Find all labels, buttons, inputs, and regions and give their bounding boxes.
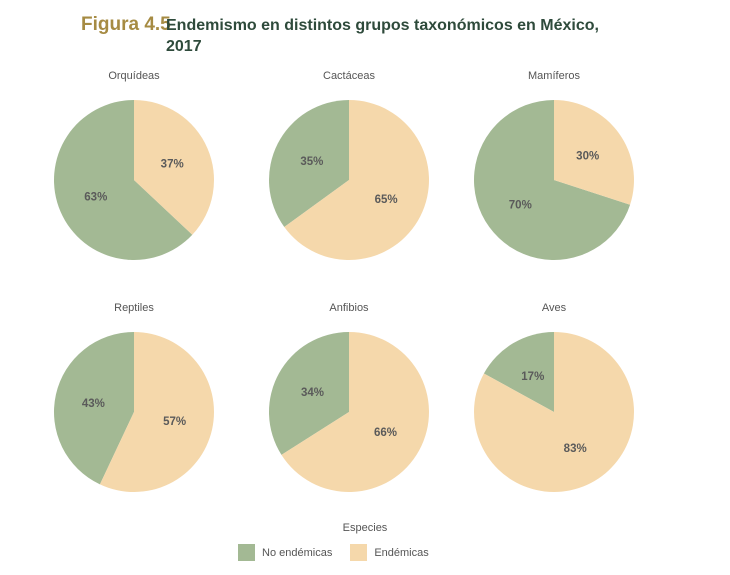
pie-title-anfibios: Anfibios xyxy=(329,302,369,314)
pie-label-reptiles-no-endemicas: 43% xyxy=(82,398,105,410)
pie-reptiles: Reptiles 43% 57% xyxy=(53,302,214,492)
pie-label-anfibios-endemicas: 66% xyxy=(374,427,397,439)
legend-label-endemicas: Endémicas xyxy=(374,546,429,559)
legend-item-no-endemicas: No endémicas xyxy=(238,544,332,561)
legend-item-endemicas: Endémicas xyxy=(350,544,429,561)
pie-orquideas: Orquídeas 63% 37% xyxy=(53,70,214,260)
pie-slice-cactaceas-endemicas xyxy=(284,100,430,260)
pie-slice-aves-no-endemicas xyxy=(483,332,554,412)
pie-label-cactaceas-no-endemicas: 35% xyxy=(300,156,323,168)
pie-slice-orquideas-no-endemicas xyxy=(53,100,193,260)
pie-title-reptiles: Reptiles xyxy=(114,302,154,314)
pie-label-aves-no-endemicas: 17% xyxy=(521,371,544,383)
pie-slice-aves-endemicas xyxy=(474,332,635,493)
pie-label-reptiles-endemicas: 57% xyxy=(163,416,186,428)
pie-label-orquideas-endemicas: 37% xyxy=(161,159,184,171)
pie-title-orquideas: Orquídeas xyxy=(108,70,160,82)
pie-slice-reptiles-endemicas xyxy=(99,332,214,492)
pie-slice-reptiles-no-endemicas xyxy=(53,331,135,485)
pie-anfibios: Anfibios 34% 66% xyxy=(268,302,429,492)
pie-cactaceas: Cactáceas 35% 65% xyxy=(269,70,430,260)
pie-slice-anfibios-no-endemicas xyxy=(268,332,349,455)
pie-aves: Aves 17% 83% xyxy=(474,302,635,493)
pie-slice-mamiferos-endemicas xyxy=(554,100,634,205)
legend-swatch-no-endemicas xyxy=(238,544,255,561)
pie-label-aves-endemicas: 83% xyxy=(564,443,587,455)
legend: No endémicas Endémicas xyxy=(238,544,447,561)
legend-title: Especies xyxy=(342,522,388,534)
pie-slice-mamiferos-no-endemicas xyxy=(473,100,631,260)
pie-slice-cactaceas-no-endemicas xyxy=(269,100,349,228)
pie-mamiferos: Mamíferos 70% 30% xyxy=(473,70,634,260)
pie-title-cactaceas: Cactáceas xyxy=(323,70,375,82)
pie-slice-anfibios-endemicas xyxy=(281,332,429,492)
legend-swatch-endemicas xyxy=(350,544,368,561)
pie-label-anfibios-no-endemicas: 34% xyxy=(301,387,324,399)
pie-label-orquideas-no-endemicas: 63% xyxy=(84,192,107,204)
pie-title-mamiferos: Mamíferos xyxy=(528,70,580,82)
pie-label-cactaceas-endemicas: 65% xyxy=(375,194,398,206)
figure-title: Endemismo en distintos grupos taxonómico… xyxy=(166,17,599,55)
figure-label: Figura 4.5 xyxy=(81,14,171,35)
pie-slice-orquideas-endemicas xyxy=(134,100,214,235)
pie-title-aves: Aves xyxy=(542,302,567,314)
pie-label-mamiferos-endemicas: 30% xyxy=(576,151,599,163)
legend-label-no-endemicas: No endémicas xyxy=(262,546,333,559)
pie-label-mamiferos-no-endemicas: 70% xyxy=(509,200,532,212)
